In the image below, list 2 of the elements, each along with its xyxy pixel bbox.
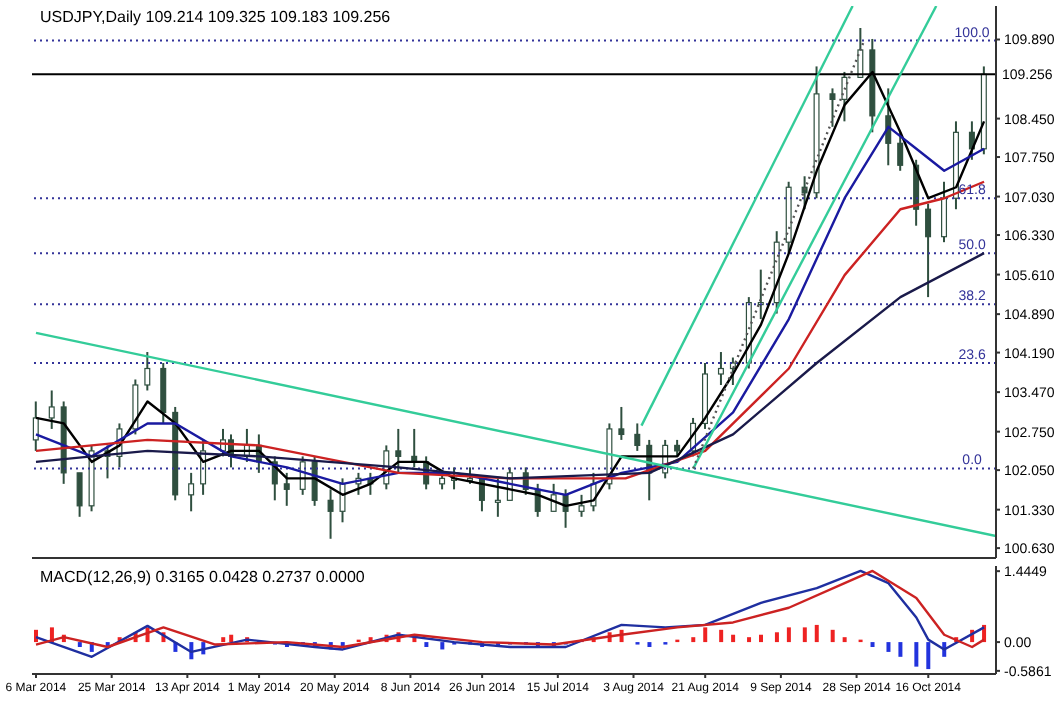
- chart-title: MACD(12,26,9) 0.3165 0.0428 0.2737 0.0000: [40, 568, 365, 586]
- chart-title: USDJPY,Daily 109.214 109.325 109.183 109.256: [40, 8, 391, 26]
